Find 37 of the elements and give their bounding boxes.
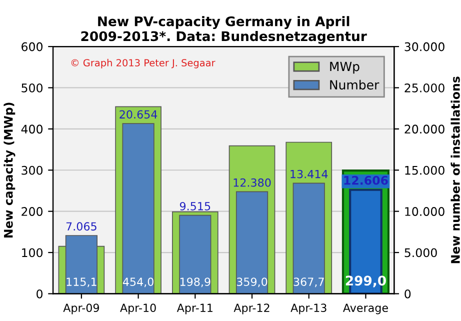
data-label: 20.654 xyxy=(120,110,158,119)
y-tick-label: 300 xyxy=(22,166,43,175)
data-label: 9.515 xyxy=(180,202,210,210)
x-tick-label: Apr-11 xyxy=(176,304,212,314)
y2-tick-label: 25.000 xyxy=(404,83,444,92)
y2-tick-label: 30.000 xyxy=(404,42,444,52)
legend-label: Number xyxy=(330,80,380,90)
y-tick-label: 500 xyxy=(22,83,43,92)
y-tick-label: 600 xyxy=(22,42,43,52)
data-label: 454,0 xyxy=(122,278,154,288)
y-axis-title: New capacity (MWp) xyxy=(4,102,16,238)
data-label: 13.414 xyxy=(290,170,328,178)
x-tick-label: Apr-09 xyxy=(63,304,99,314)
y2-axis-title: New number of installations xyxy=(450,76,460,264)
data-label: 12.380 xyxy=(234,178,271,187)
y-tick-label: 200 xyxy=(22,207,43,216)
data-label: 198,9 xyxy=(180,278,210,288)
data-label: 12.606 xyxy=(344,176,388,185)
x-tick-label: Average xyxy=(343,304,388,314)
x-tick-label: Apr-13 xyxy=(290,304,326,314)
y-tick-label: 100 xyxy=(22,248,43,258)
y2-tick-label: 5.000 xyxy=(404,248,437,258)
data-label: 359,0 xyxy=(236,278,268,288)
y2-tick-label: 15.000 xyxy=(405,166,444,175)
data-label: 367,7 xyxy=(294,278,324,288)
y-tick-label: 400 xyxy=(21,124,43,134)
x-tick-label: Apr-12 xyxy=(234,304,270,314)
x-tick-label: Apr-10 xyxy=(120,304,156,314)
y2-tick-label: 20.000 xyxy=(404,124,444,134)
legend-label: MWp xyxy=(330,62,360,74)
annotation: © Graph 2013 Peter J. Segaar xyxy=(71,58,216,68)
data-label: 115,1 xyxy=(66,278,96,288)
chart-title: New PV-capacity Germany in April 2009-2013*. Data: Bundesnetzagentur xyxy=(81,16,367,44)
data-label: 7.065 xyxy=(66,222,96,231)
y-tick-label: 0 xyxy=(36,289,43,298)
y2-tick-label: 10.000 xyxy=(405,207,444,216)
y2-tick-label: 0 xyxy=(404,289,411,298)
